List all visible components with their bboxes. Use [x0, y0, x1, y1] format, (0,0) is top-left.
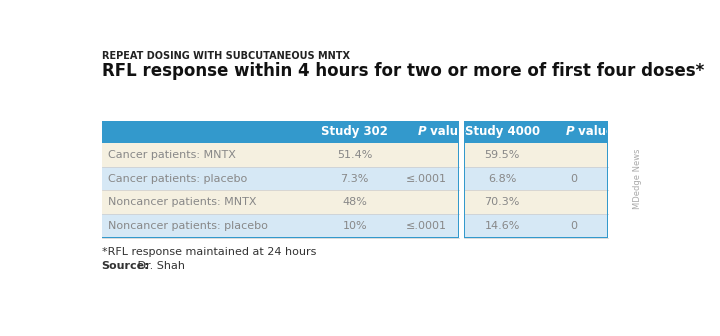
Text: Cancer patients: MNTX: Cancer patients: MNTX	[108, 150, 235, 160]
Bar	[464, 121, 608, 143]
Text: Study 4000: Study 4000	[464, 125, 540, 138]
Text: 14.6%: 14.6%	[485, 221, 520, 231]
Bar	[102, 143, 459, 167]
Text: 51.4%: 51.4%	[337, 150, 372, 160]
Text: ≤.0001: ≤.0001	[406, 173, 447, 183]
Bar	[464, 214, 608, 238]
Text: REPEAT DOSING WITH SUBCUTANEOUS MNTX: REPEAT DOSING WITH SUBCUTANEOUS MNTX	[102, 51, 350, 61]
Text: 0: 0	[570, 173, 577, 183]
Text: value: value	[574, 125, 614, 138]
Text: P: P	[418, 125, 426, 138]
Text: 6.8%: 6.8%	[488, 173, 516, 183]
Text: 10%: 10%	[342, 221, 367, 231]
Text: *RFL response maintained at 24 hours: *RFL response maintained at 24 hours	[102, 247, 316, 257]
Bar	[464, 121, 465, 238]
Bar	[102, 214, 459, 238]
Text: ≤.0001: ≤.0001	[406, 221, 447, 231]
Text: 48%: 48%	[342, 198, 367, 207]
Bar	[458, 121, 459, 238]
Text: 70.3%: 70.3%	[485, 198, 520, 207]
Text: MDedge News: MDedge News	[633, 149, 642, 209]
Bar	[102, 167, 459, 191]
Bar	[102, 191, 459, 214]
Bar	[607, 121, 608, 238]
Text: 0: 0	[570, 221, 577, 231]
Text: 7.3%: 7.3%	[341, 173, 369, 183]
Text: 59.5%: 59.5%	[485, 150, 520, 160]
Text: Study 302: Study 302	[321, 125, 388, 138]
Text: value: value	[426, 125, 467, 138]
Text: Source:: Source:	[102, 261, 149, 271]
Text: Dr. Shah: Dr. Shah	[134, 261, 185, 271]
Bar	[102, 121, 459, 143]
Bar	[464, 167, 608, 191]
Bar	[464, 191, 608, 214]
Text: Cancer patients: placebo: Cancer patients: placebo	[108, 173, 247, 183]
Text: Noncancer patients: placebo: Noncancer patients: placebo	[108, 221, 268, 231]
Bar	[102, 121, 459, 122]
Text: P: P	[565, 125, 574, 138]
Bar	[464, 143, 608, 167]
Text: RFL response within 4 hours for two or more of first four doses*: RFL response within 4 hours for two or m…	[102, 62, 704, 80]
Bar	[464, 121, 608, 122]
Text: Noncancer patients: MNTX: Noncancer patients: MNTX	[108, 198, 256, 207]
